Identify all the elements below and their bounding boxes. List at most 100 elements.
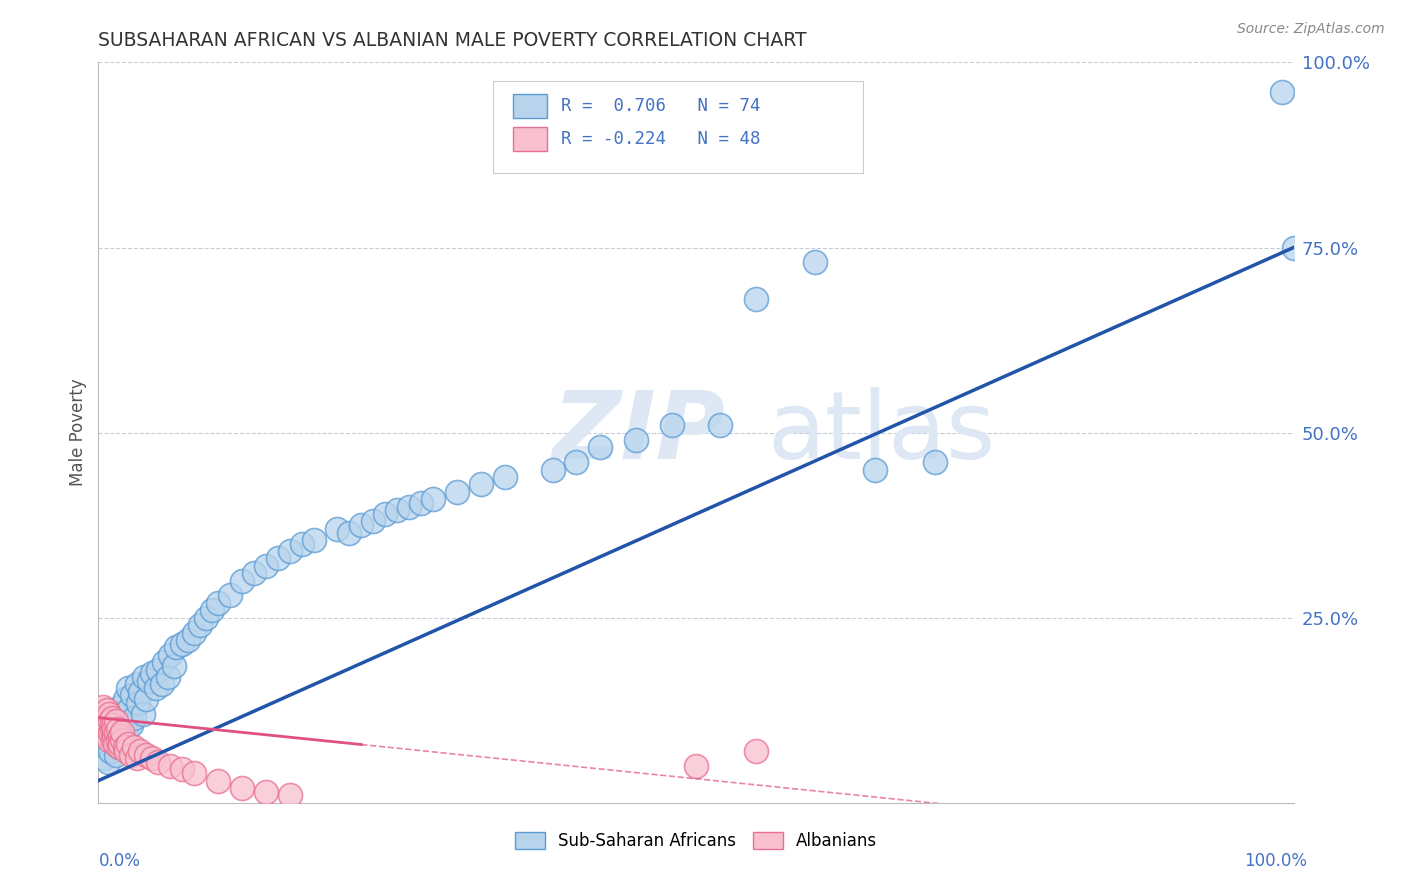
Text: R =  0.706   N = 74: R = 0.706 N = 74	[561, 97, 761, 115]
Sub-Saharan Africans	[172, 637, 194, 651]
Albanians	[98, 714, 122, 729]
Sub-Saharan Africans	[107, 740, 129, 755]
Sub-Saharan Africans	[745, 293, 768, 307]
Sub-Saharan Africans	[93, 751, 115, 765]
Albanians	[745, 744, 768, 758]
Sub-Saharan Africans	[153, 655, 176, 669]
Sub-Saharan Africans	[291, 536, 314, 550]
Albanians	[111, 732, 134, 747]
Albanians	[98, 706, 121, 721]
Sub-Saharan Africans	[141, 666, 163, 681]
Sub-Saharan Africans	[207, 596, 229, 610]
Albanians	[94, 714, 117, 729]
Albanians	[135, 747, 157, 762]
Sub-Saharan Africans	[148, 663, 170, 677]
Legend: Sub-Saharan Africans, Albanians: Sub-Saharan Africans, Albanians	[515, 832, 877, 850]
Albanians	[172, 763, 194, 777]
Sub-Saharan Africans	[98, 722, 122, 736]
Text: Source: ZipAtlas.com: Source: ZipAtlas.com	[1237, 22, 1385, 37]
Sub-Saharan Africans	[494, 470, 516, 484]
Sub-Saharan Africans	[422, 492, 444, 507]
Albanians	[148, 755, 170, 769]
Sub-Saharan Africans	[117, 681, 139, 695]
Text: 100.0%: 100.0%	[1244, 852, 1308, 870]
Sub-Saharan Africans	[121, 689, 143, 703]
Sub-Saharan Africans	[115, 725, 138, 739]
Albanians	[685, 758, 707, 772]
Sub-Saharan Africans	[177, 632, 200, 647]
Albanians	[159, 758, 181, 772]
Albanians	[108, 737, 131, 751]
Sub-Saharan Africans	[709, 418, 731, 433]
Sub-Saharan Africans	[132, 670, 155, 684]
Albanians	[101, 732, 124, 747]
Albanians	[108, 729, 131, 743]
Albanians	[129, 744, 152, 758]
FancyBboxPatch shape	[494, 81, 863, 173]
Albanians	[183, 766, 205, 780]
Sub-Saharan Africans	[120, 718, 142, 732]
Albanians	[97, 718, 120, 732]
Text: SUBSAHARAN AFRICAN VS ALBANIAN MALE POVERTY CORRELATION CHART: SUBSAHARAN AFRICAN VS ALBANIAN MALE POVE…	[98, 30, 807, 50]
Sub-Saharan Africans	[626, 433, 648, 447]
Sub-Saharan Africans	[131, 706, 153, 721]
Albanians	[98, 732, 121, 747]
Albanians	[107, 740, 129, 755]
Albanians	[96, 725, 118, 739]
Albanians	[105, 714, 128, 729]
Albanians	[124, 740, 146, 755]
Sub-Saharan Africans	[589, 441, 612, 455]
Sub-Saharan Africans	[105, 747, 128, 762]
Sub-Saharan Africans	[470, 477, 492, 491]
Sub-Saharan Africans	[398, 500, 420, 514]
Sub-Saharan Africans	[124, 711, 146, 725]
Sub-Saharan Africans	[188, 618, 211, 632]
Sub-Saharan Africans	[231, 574, 253, 588]
Albanians	[141, 751, 163, 765]
Albanians	[120, 747, 142, 762]
Text: ZIP: ZIP	[553, 386, 725, 479]
Sub-Saharan Africans	[111, 732, 134, 747]
Albanians	[111, 725, 134, 739]
Albanians	[117, 737, 139, 751]
Sub-Saharan Africans	[101, 729, 124, 743]
Sub-Saharan Africans	[411, 496, 433, 510]
Sub-Saharan Africans	[156, 670, 179, 684]
Sub-Saharan Africans	[661, 418, 683, 433]
Albanians	[91, 706, 114, 721]
Sub-Saharan Africans	[541, 462, 564, 476]
Sub-Saharan Africans	[385, 503, 409, 517]
Sub-Saharan Africans	[278, 544, 301, 558]
Albanians	[100, 722, 122, 736]
Text: R = -0.224   N = 48: R = -0.224 N = 48	[561, 130, 761, 148]
Albanians	[100, 711, 122, 725]
Sub-Saharan Africans	[350, 518, 373, 533]
Sub-Saharan Africans	[98, 744, 122, 758]
FancyBboxPatch shape	[513, 95, 547, 118]
Sub-Saharan Africans	[117, 703, 139, 717]
Y-axis label: Male Poverty: Male Poverty	[69, 379, 87, 486]
Sub-Saharan Africans	[339, 525, 361, 540]
Sub-Saharan Africans	[374, 507, 396, 521]
Sub-Saharan Africans	[183, 625, 205, 640]
Text: 0.0%: 0.0%	[98, 852, 141, 870]
Sub-Saharan Africans	[201, 603, 224, 617]
Sub-Saharan Africans	[326, 522, 349, 536]
Albanians	[105, 725, 128, 739]
Sub-Saharan Africans	[108, 699, 131, 714]
Sub-Saharan Africans	[865, 462, 887, 476]
Sub-Saharan Africans	[129, 685, 152, 699]
Sub-Saharan Africans	[446, 484, 468, 499]
Albanians	[101, 718, 124, 732]
Albanians	[114, 740, 136, 755]
Albanians	[125, 751, 148, 765]
Albanians	[254, 785, 277, 799]
Sub-Saharan Africans	[565, 455, 588, 469]
Sub-Saharan Africans	[163, 658, 186, 673]
Albanians	[107, 732, 129, 747]
Albanians	[231, 780, 253, 795]
Sub-Saharan Africans	[1282, 240, 1305, 255]
FancyBboxPatch shape	[513, 128, 547, 152]
Sub-Saharan Africans	[254, 558, 277, 573]
Sub-Saharan Africans	[127, 696, 149, 710]
